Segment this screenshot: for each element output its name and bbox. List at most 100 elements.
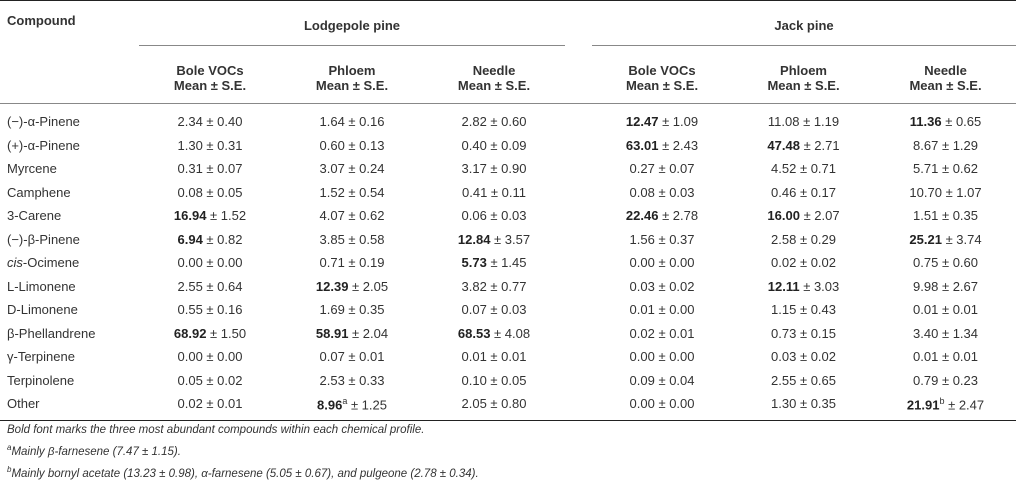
value-cell: 3.17 ± 0.90 xyxy=(423,157,565,181)
jp-bole-header: Bole VOCs xyxy=(628,63,696,78)
value-text: 0.07 ± 0.03 xyxy=(461,302,527,318)
value-text: ± 1.09 xyxy=(658,114,699,130)
value-text: 0.79 ± 0.23 xyxy=(913,372,978,388)
value-cell: 0.05 ± 0.02 xyxy=(139,369,281,393)
value-text: ± 2.71 xyxy=(799,137,840,153)
value-cell: 1.51 ± 0.35 xyxy=(875,204,1016,228)
value-text: ± 2.07 xyxy=(799,208,840,224)
value-text: 0.06 ± 0.03 xyxy=(461,208,527,224)
value-cell: 2.82 ± 0.60 xyxy=(423,104,565,134)
value-cell: 3.85 ± 0.58 xyxy=(281,228,423,252)
value-text: 2.55 ± 0.64 xyxy=(177,278,243,294)
value-text: 0.00 ± 0.00 xyxy=(629,349,695,365)
value-text: 1.51 ± 0.35 xyxy=(913,208,978,224)
value-text: ± 1.25 xyxy=(347,396,387,412)
value-text: 10.70 ± 1.07 xyxy=(909,184,982,200)
value-text: 3.82 ± 0.77 xyxy=(461,278,527,294)
value-cell: 0.75 ± 0.60 xyxy=(875,251,1016,275)
value-text: 0.41 ± 0.11 xyxy=(462,184,526,200)
value-text: 0.00 ± 0.00 xyxy=(629,396,695,412)
value-cell: 0.00 ± 0.00 xyxy=(139,345,281,369)
value-cell: 1.15 ± 0.43 xyxy=(732,298,875,322)
value-cell: 5.73 ± 1.45 xyxy=(423,251,565,275)
value-text: 2.58 ± 0.29 xyxy=(771,231,836,247)
value-text: ± 0.82 xyxy=(202,231,243,247)
value-cell: 4.07 ± 0.62 xyxy=(281,204,423,228)
table-row: cis-Ocimene 0.00 ± 0.00 0.71 ± 0.19 5.73 ± … xyxy=(0,251,1016,275)
value-text: 1.30 ± 0.35 xyxy=(771,396,836,412)
value-cell: 12.47 ± 1.09 xyxy=(592,104,732,134)
value-text: 0.03 ± 0.02 xyxy=(771,349,836,365)
table-body: (−)-α-Pinene 2.34 ± 0.40 1.64 ± 0.16 2.82 ±… xyxy=(0,104,1016,421)
bold-mean: 12.11 xyxy=(767,278,800,294)
value-text: 0.73 ± 0.15 xyxy=(771,325,836,341)
table-row: L-Limonene 2.55 ± 0.64 12.39 ± 2.05 3.82 ± … xyxy=(0,275,1016,299)
value-cell: 8.67 ± 1.29 xyxy=(875,134,1016,158)
value-text: ± 2.78 xyxy=(658,208,699,224)
value-cell: 1.69 ± 0.35 xyxy=(281,298,423,322)
value-cell: 12.39 ± 2.05 xyxy=(281,275,423,299)
bold-mean: 63.01 xyxy=(625,137,659,153)
value-text: ± 2.05 xyxy=(348,278,389,294)
table-row: (−)-β-Pinene 6.94 ± 0.82 3.85 ± 0.58 12.84 … xyxy=(0,228,1016,252)
compound-name: 3-Carene xyxy=(0,204,139,228)
value-text: 4.07 ± 0.62 xyxy=(319,208,385,224)
value-cell: 21.91b ± 2.47 xyxy=(875,392,1016,421)
compound-name-text: Myrcene xyxy=(7,161,57,177)
bold-mean: 68.92 xyxy=(173,325,207,341)
bold-mean: 58.91 xyxy=(315,325,349,341)
value-cell: 68.53 ± 4.08 xyxy=(423,322,565,346)
jp-needle-header: Needle xyxy=(924,63,967,78)
mean-se-header: Mean ± S.E. xyxy=(592,78,733,104)
value-cell: 47.48 ± 2.71 xyxy=(732,134,875,158)
value-text: 2.53 ± 0.33 xyxy=(319,372,385,388)
value-cell: 0.01 ± 0.01 xyxy=(423,345,565,369)
value-cell: 0.55 ± 0.16 xyxy=(139,298,281,322)
value-text: 0.46 ± 0.17 xyxy=(771,184,836,200)
value-text: 3.85 ± 0.58 xyxy=(319,231,385,247)
value-text: ± 3.57 xyxy=(490,231,531,247)
value-cell: 0.02 ± 0.01 xyxy=(592,322,732,346)
value-text: 0.01 ± 0.00 xyxy=(629,302,695,318)
value-text: 4.52 ± 0.71 xyxy=(771,161,836,177)
value-cell: 0.00 ± 0.00 xyxy=(139,251,281,275)
table-footnotes: Bold font marks the three most abundant … xyxy=(7,422,479,483)
footnote-a-text: Mainly β-farnesene (7.47 ± 1.15). xyxy=(11,445,181,458)
value-cell: 0.01 ± 0.01 xyxy=(875,345,1016,369)
compound-name-text: Camphene xyxy=(7,184,71,200)
table-row: Terpinolene 0.05 ± 0.02 2.53 ± 0.33 0.10 ± … xyxy=(0,369,1016,393)
value-cell: 3.40 ± 1.34 xyxy=(875,322,1016,346)
compound-name: (−)-α-Pinene xyxy=(0,104,139,134)
value-text: ± 1.52 xyxy=(206,208,247,224)
value-cell: 0.79 ± 0.23 xyxy=(875,369,1016,393)
value-text: 3.07 ± 0.24 xyxy=(319,161,385,177)
value-cell: 0.08 ± 0.03 xyxy=(592,181,732,205)
value-text: 3.17 ± 0.90 xyxy=(461,161,527,177)
value-text: 0.71 ± 0.19 xyxy=(319,255,385,271)
value-cell: 0.03 ± 0.02 xyxy=(732,345,875,369)
value-cell: 0.00 ± 0.00 xyxy=(592,251,732,275)
compound-name-text: γ-Terpinene xyxy=(7,349,75,365)
value-cell: 2.55 ± 0.64 xyxy=(139,275,281,299)
mean-se-header: Mean ± S.E. xyxy=(423,78,566,104)
compound-name: β-Phellandrene xyxy=(0,322,139,346)
value-cell: 0.40 ± 0.09 xyxy=(423,134,565,158)
value-cell: 0.02 ± 0.02 xyxy=(732,251,875,275)
value-text: 1.52 ± 0.54 xyxy=(319,184,385,200)
value-text: 0.60 ± 0.13 xyxy=(319,137,385,153)
value-text: 2.05 ± 0.80 xyxy=(461,396,527,412)
value-text: 0.55 ± 0.16 xyxy=(177,302,243,318)
value-cell: 0.02 ± 0.01 xyxy=(139,392,281,421)
compound-table: Compound Lodgepole pine Jack pine Bole V… xyxy=(0,0,1016,421)
bold-mean: 11.36 xyxy=(909,114,942,130)
value-text: 0.00 ± 0.00 xyxy=(629,255,695,271)
bold-mean: 5.73 xyxy=(461,255,487,271)
bold-mean: 22.46 xyxy=(625,208,659,224)
bold-mean: 8.96 xyxy=(317,396,343,412)
value-text: 0.75 ± 0.60 xyxy=(913,255,978,271)
value-text: ± 1.45 xyxy=(486,255,527,271)
value-cell: 5.71 ± 0.62 xyxy=(875,157,1016,181)
value-cell: 0.00 ± 0.00 xyxy=(592,345,732,369)
bold-note: Bold font marks the three most abundant … xyxy=(7,424,425,436)
value-text: 0.05 ± 0.02 xyxy=(177,372,243,388)
